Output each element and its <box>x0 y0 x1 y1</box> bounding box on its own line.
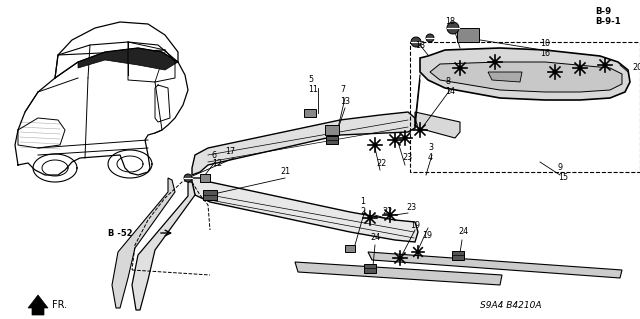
Text: 10: 10 <box>540 39 550 48</box>
Text: 2: 2 <box>360 207 365 217</box>
Text: B -52: B -52 <box>108 228 132 238</box>
Circle shape <box>493 60 497 64</box>
Text: 24: 24 <box>370 234 380 242</box>
Circle shape <box>398 256 402 260</box>
Polygon shape <box>415 112 460 138</box>
Bar <box>203 190 217 200</box>
Text: 12: 12 <box>212 160 222 168</box>
Bar <box>326 136 338 144</box>
Circle shape <box>368 216 372 220</box>
Polygon shape <box>192 178 418 242</box>
Polygon shape <box>132 182 195 310</box>
Text: 23: 23 <box>402 153 412 162</box>
Text: 24: 24 <box>458 227 468 236</box>
Text: 18: 18 <box>445 18 455 26</box>
Bar <box>325 125 339 135</box>
Polygon shape <box>295 262 502 285</box>
Text: FR.: FR. <box>52 300 67 310</box>
Circle shape <box>458 66 462 70</box>
Text: B-9: B-9 <box>595 8 611 17</box>
Text: 9: 9 <box>558 164 563 173</box>
Text: 19: 19 <box>410 220 420 229</box>
Text: S9A4 B4210A: S9A4 B4210A <box>480 301 541 310</box>
Text: 16: 16 <box>540 48 550 57</box>
Bar <box>410 42 640 172</box>
Text: 1: 1 <box>360 197 365 206</box>
Text: 19: 19 <box>422 231 432 240</box>
Polygon shape <box>192 112 415 175</box>
Bar <box>304 109 316 117</box>
Circle shape <box>578 66 582 70</box>
Text: 7: 7 <box>340 85 345 94</box>
Text: 18: 18 <box>415 41 425 49</box>
Polygon shape <box>430 62 622 92</box>
Text: 20: 20 <box>632 63 640 72</box>
Polygon shape <box>112 178 175 308</box>
Text: 8: 8 <box>445 78 450 86</box>
Text: 4: 4 <box>428 153 433 162</box>
Polygon shape <box>78 48 178 70</box>
Polygon shape <box>420 48 630 100</box>
Text: 3: 3 <box>428 144 433 152</box>
Bar <box>345 244 355 251</box>
Polygon shape <box>28 295 48 315</box>
Circle shape <box>393 138 397 142</box>
Text: 14: 14 <box>445 87 455 97</box>
Text: 21: 21 <box>280 167 290 176</box>
Circle shape <box>388 213 392 217</box>
Circle shape <box>416 250 420 254</box>
Circle shape <box>426 34 434 42</box>
Circle shape <box>403 136 407 140</box>
Text: B-9-1: B-9-1 <box>595 18 621 26</box>
Circle shape <box>411 37 421 47</box>
Bar <box>364 263 376 272</box>
Circle shape <box>184 174 192 182</box>
Bar <box>457 28 479 42</box>
Bar <box>200 174 210 182</box>
Text: 22: 22 <box>382 207 392 217</box>
Text: 11: 11 <box>308 85 318 93</box>
Circle shape <box>603 63 607 67</box>
Text: 13: 13 <box>340 98 350 107</box>
Text: 17: 17 <box>225 147 235 157</box>
Polygon shape <box>488 72 522 82</box>
Text: 5: 5 <box>308 76 313 85</box>
Circle shape <box>447 22 459 34</box>
Text: 22: 22 <box>376 159 387 167</box>
Circle shape <box>373 143 377 147</box>
Circle shape <box>418 128 422 132</box>
Circle shape <box>553 70 557 74</box>
Text: 23: 23 <box>406 203 416 211</box>
Text: 15: 15 <box>558 174 568 182</box>
Text: 6: 6 <box>212 151 217 160</box>
Polygon shape <box>368 252 622 278</box>
Bar <box>452 250 464 259</box>
